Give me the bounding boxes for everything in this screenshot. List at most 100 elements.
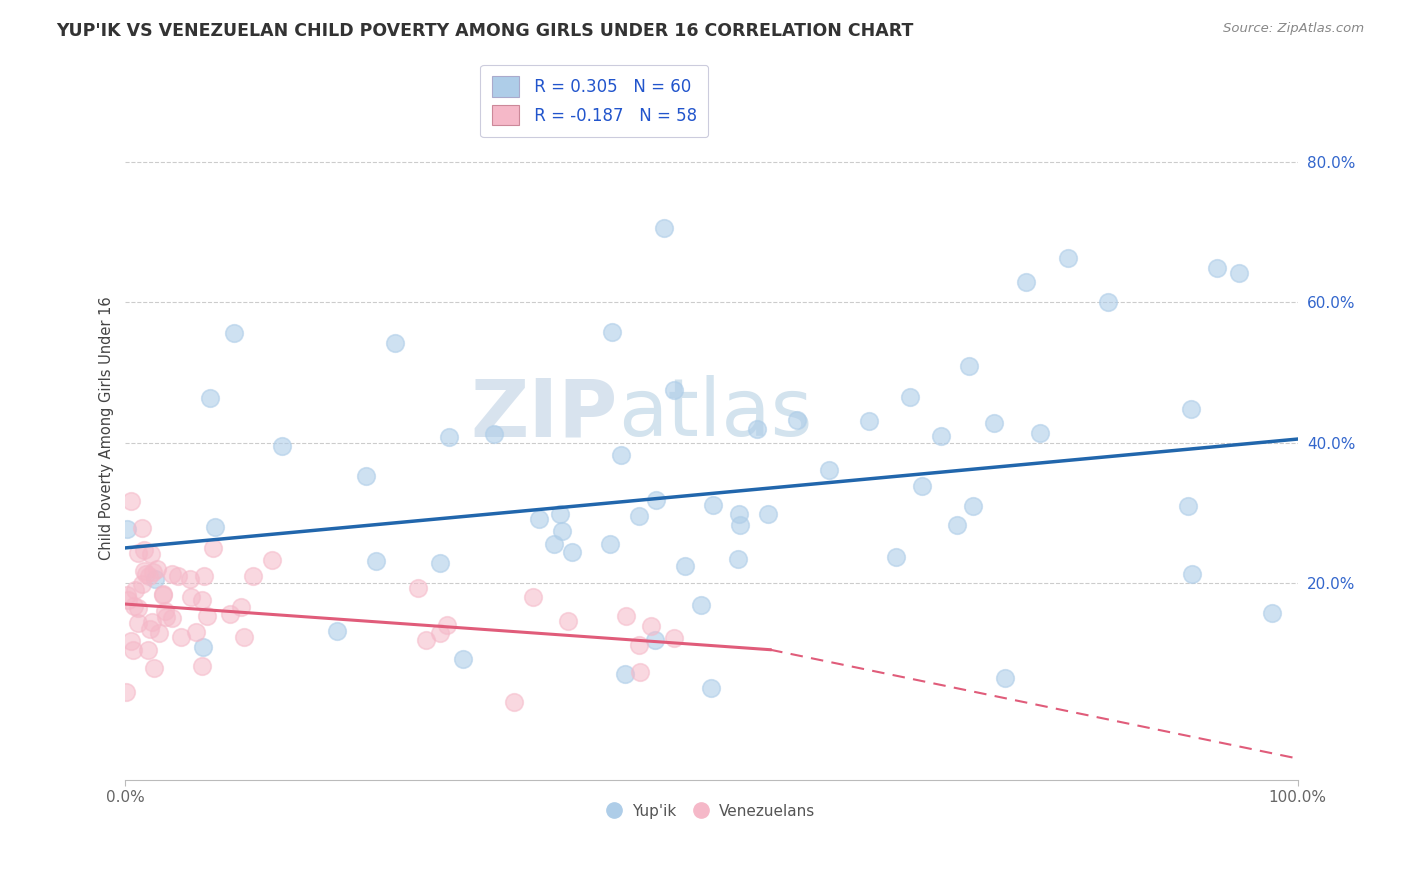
Point <box>858 414 880 428</box>
Point <box>127 546 149 560</box>
Point <box>614 666 637 681</box>
Point <box>662 383 685 397</box>
Point <box>884 549 907 564</box>
Point <box>962 499 984 513</box>
Point <box>152 588 174 602</box>
Point <box>640 618 662 632</box>
Point <box>644 632 666 647</box>
Point <box>482 426 505 441</box>
Point <box>628 638 651 652</box>
Point <box>145 562 167 576</box>
Point <box>818 462 841 476</box>
Point <box>124 582 146 597</box>
Point <box>127 616 149 631</box>
Point <box>522 591 544 605</box>
Point <box>437 430 460 444</box>
Point <box>155 610 177 624</box>
Point <box>628 508 651 523</box>
Point <box>700 681 723 696</box>
Point <box>132 565 155 579</box>
Point <box>1227 266 1250 280</box>
Point <box>229 600 252 615</box>
Point <box>898 390 921 404</box>
Point <box>551 524 574 538</box>
Point <box>599 537 621 551</box>
Point <box>983 416 1005 430</box>
Point <box>115 684 138 698</box>
Point <box>138 569 160 583</box>
Point <box>436 617 458 632</box>
Point <box>179 572 201 586</box>
Point <box>702 498 724 512</box>
Point <box>198 391 221 405</box>
Point <box>1180 402 1202 417</box>
Point <box>139 547 162 561</box>
Point <box>148 626 170 640</box>
Point <box>1015 275 1038 289</box>
Point <box>1206 260 1229 275</box>
Point <box>758 507 780 521</box>
Point <box>122 599 145 613</box>
Point <box>1177 499 1199 513</box>
Point <box>242 569 264 583</box>
Point <box>786 413 808 427</box>
Point <box>160 566 183 581</box>
Point <box>1097 294 1119 309</box>
Point <box>727 552 749 566</box>
Text: Source: ZipAtlas.com: Source: ZipAtlas.com <box>1223 22 1364 36</box>
Point <box>262 553 284 567</box>
Point <box>233 630 256 644</box>
Point <box>609 448 631 462</box>
Point <box>689 598 711 612</box>
Point <box>946 518 969 533</box>
Point <box>222 326 245 340</box>
Point <box>652 221 675 235</box>
Point <box>429 626 451 640</box>
Point <box>143 572 166 586</box>
Point <box>115 588 138 602</box>
Point <box>1028 425 1050 440</box>
Point <box>600 326 623 340</box>
Point <box>270 439 292 453</box>
Point <box>673 559 696 574</box>
Point <box>664 631 686 645</box>
Point <box>728 518 751 533</box>
Point <box>136 642 159 657</box>
Point <box>131 521 153 535</box>
Point <box>1181 567 1204 582</box>
Text: ZIP: ZIP <box>471 376 617 453</box>
Point <box>994 672 1017 686</box>
Point <box>152 587 174 601</box>
Point <box>1056 251 1078 265</box>
Point <box>630 665 652 679</box>
Point <box>191 593 214 607</box>
Point <box>219 607 242 622</box>
Point <box>166 569 188 583</box>
Point <box>131 577 153 591</box>
Point <box>202 541 225 555</box>
Point <box>645 493 668 508</box>
Point <box>429 556 451 570</box>
Point <box>115 522 138 536</box>
Point <box>193 569 215 583</box>
Point <box>139 622 162 636</box>
Point <box>616 608 638 623</box>
Point <box>503 695 526 709</box>
Point <box>384 336 406 351</box>
Point <box>931 429 953 443</box>
Point <box>135 566 157 581</box>
Point <box>204 520 226 534</box>
Point <box>326 624 349 639</box>
Point <box>548 508 571 522</box>
Point <box>195 609 218 624</box>
Point <box>191 658 214 673</box>
Point <box>121 643 143 657</box>
Point <box>406 581 429 595</box>
Legend: Yup'ik, Venezuelans: Yup'ik, Venezuelans <box>602 797 821 824</box>
Text: atlas: atlas <box>617 376 813 453</box>
Point <box>153 603 176 617</box>
Point <box>132 543 155 558</box>
Point <box>543 537 565 551</box>
Point <box>160 611 183 625</box>
Point <box>120 634 142 648</box>
